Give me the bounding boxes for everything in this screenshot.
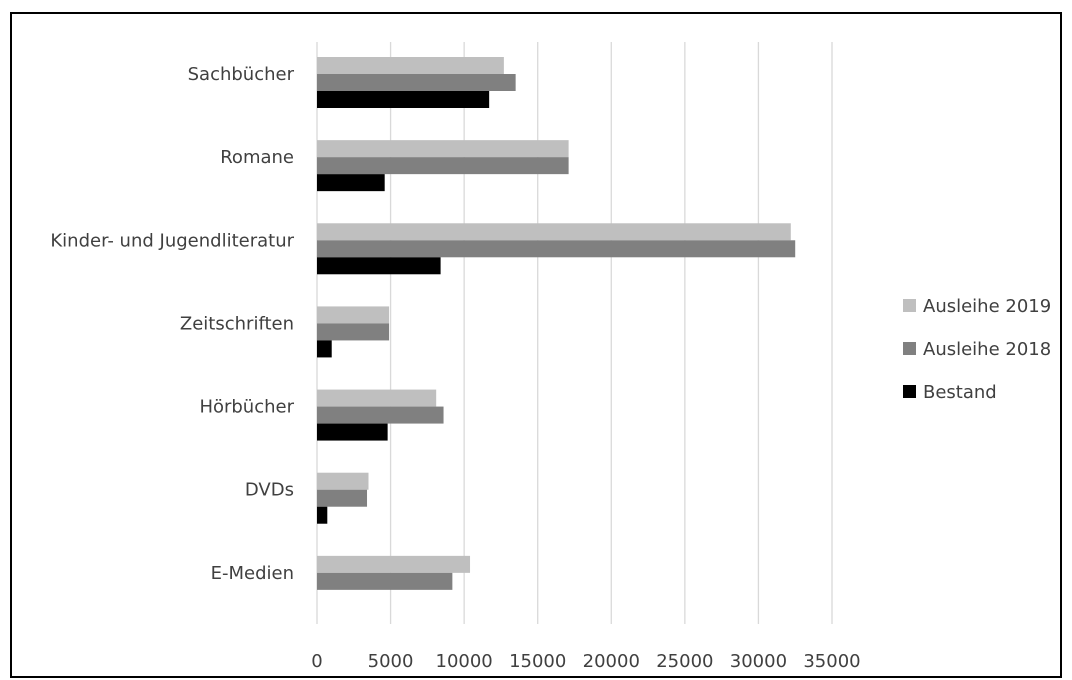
x-tick-label: 20000 — [583, 651, 640, 672]
legend-swatch — [903, 299, 916, 312]
category-label: Kinder- und Jugendliteratur — [50, 230, 294, 251]
bar-bestand — [317, 91, 490, 108]
bar-ausleihe-2019 — [317, 57, 504, 74]
bar-ausleihe-2018 — [317, 572, 453, 590]
x-tick-label: 10000 — [436, 651, 493, 672]
chart-frame — [10, 12, 1062, 678]
bar-bestand — [317, 174, 385, 192]
gridlines — [316, 42, 833, 624]
legend-label: Ausleihe 2019 — [923, 296, 1051, 317]
bar-ausleihe-2019 — [317, 472, 369, 490]
x-axis-ticks: 0 5000 10000 15000 20000 25000 30000 35000 — [311, 651, 860, 672]
category-label: E-Medien — [211, 563, 294, 584]
legend-swatch — [903, 385, 916, 398]
legend: Ausleihe 2019 Ausleihe 2018 Bestand — [903, 296, 1051, 403]
bar-bestand — [317, 257, 441, 275]
bar-bestand — [317, 423, 388, 441]
bar-bestand — [317, 340, 332, 358]
x-tick-label: 15000 — [509, 651, 566, 672]
legend-swatch — [903, 342, 916, 355]
category-label: Zeitschriften — [180, 313, 294, 334]
category-labels: Sachbücher Romane Kinder- und Jugendlitera… — [50, 64, 294, 584]
bar-ausleihe-2019 — [317, 389, 437, 407]
x-tick-label: 5000 — [368, 651, 414, 672]
bar-ausleihe-2018 — [317, 240, 796, 258]
category-label: Romane — [220, 147, 294, 168]
bar-ausleihe-2019 — [317, 555, 471, 573]
bar-ausleihe-2019 — [317, 223, 791, 241]
bar-bestand — [317, 506, 328, 524]
bar-ausleihe-2018 — [317, 74, 516, 91]
bar-ausleihe-2018 — [317, 406, 444, 424]
x-tick-label: 25000 — [656, 651, 713, 672]
bars — [317, 57, 796, 590]
category-label: Sachbücher — [188, 64, 295, 85]
x-tick-label: 0 — [311, 651, 322, 672]
bar-ausleihe-2018 — [317, 323, 390, 341]
x-tick-label: 30000 — [730, 651, 787, 672]
bar-ausleihe-2018 — [317, 489, 368, 507]
category-label: Hörbücher — [199, 397, 294, 418]
bar-ausleihe-2018 — [317, 157, 569, 175]
bar-ausleihe-2019 — [317, 140, 569, 158]
legend-label: Bestand — [923, 382, 997, 403]
x-tick-label: 35000 — [803, 651, 860, 672]
legend-label: Ausleihe 2018 — [923, 339, 1051, 360]
category-label: DVDs — [245, 480, 294, 501]
bar-ausleihe-2019 — [317, 306, 390, 324]
